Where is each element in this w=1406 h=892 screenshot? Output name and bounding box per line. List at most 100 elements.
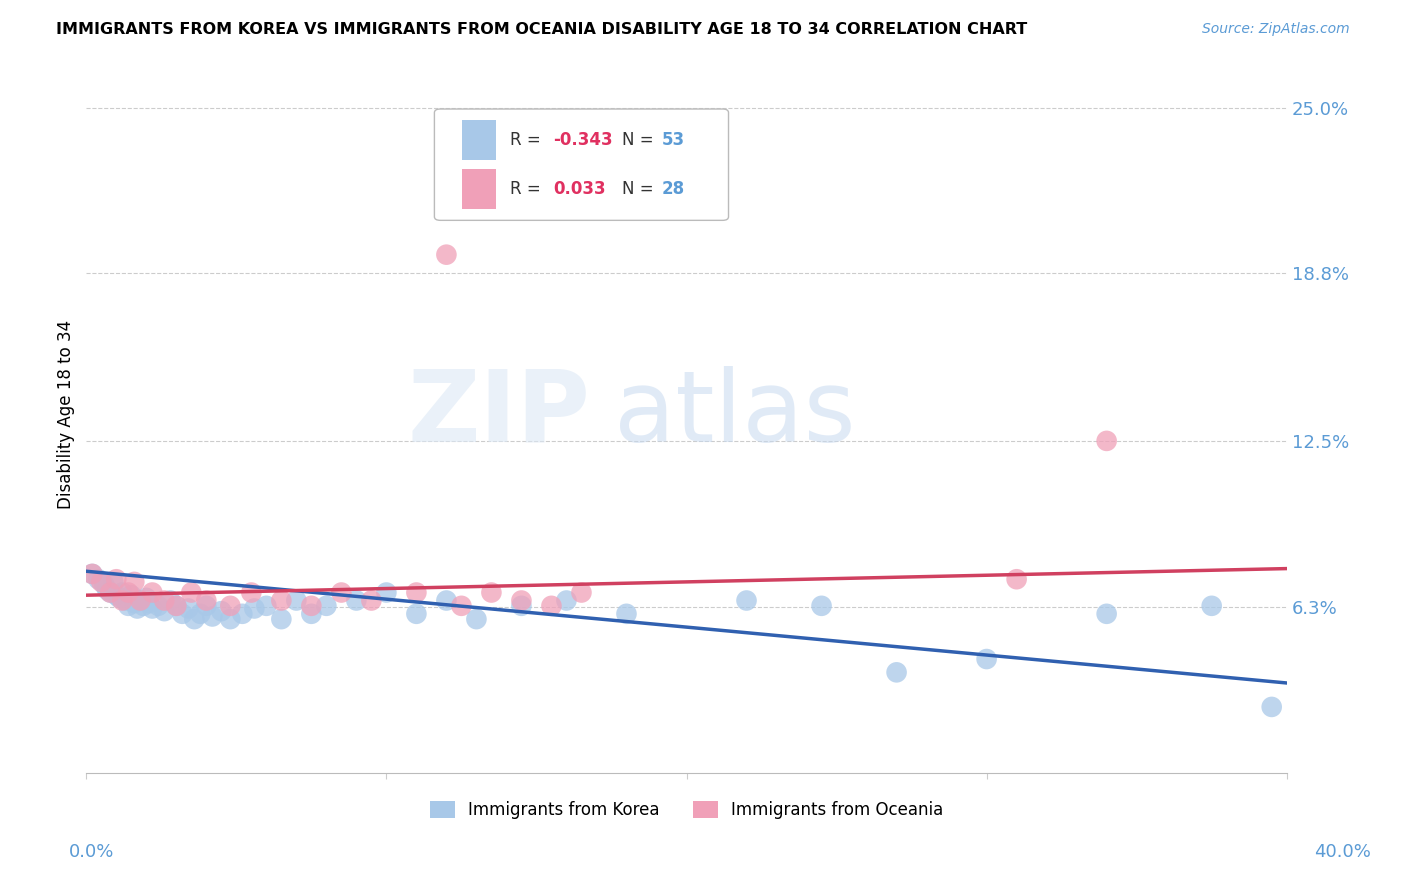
Point xyxy=(153,593,176,607)
Point xyxy=(344,593,367,607)
Point xyxy=(886,665,908,680)
Point xyxy=(82,566,104,581)
Point xyxy=(180,585,202,599)
Text: Source: ZipAtlas.com: Source: ZipAtlas.com xyxy=(1202,22,1350,37)
Point xyxy=(810,599,832,613)
Point xyxy=(114,593,136,607)
Text: atlas: atlas xyxy=(614,366,856,463)
Point xyxy=(209,604,232,618)
Point xyxy=(976,652,998,666)
Point xyxy=(201,609,224,624)
Point xyxy=(138,596,160,610)
Point xyxy=(124,574,146,589)
Point xyxy=(436,247,458,261)
Point xyxy=(120,588,142,602)
Point xyxy=(571,585,593,599)
Point xyxy=(111,585,134,599)
Point xyxy=(172,607,194,621)
Point xyxy=(124,596,146,610)
Point xyxy=(240,585,263,599)
Point xyxy=(375,585,398,599)
Point xyxy=(141,585,163,599)
Point xyxy=(103,574,125,589)
Point xyxy=(105,588,128,602)
Point xyxy=(195,599,218,613)
Point xyxy=(405,607,427,621)
Point xyxy=(98,585,121,599)
Point xyxy=(219,599,242,613)
Point xyxy=(148,599,170,613)
Point xyxy=(165,599,187,613)
Legend: Immigrants from Korea, Immigrants from Oceania: Immigrants from Korea, Immigrants from O… xyxy=(423,795,950,826)
Point xyxy=(183,612,205,626)
Point xyxy=(129,593,152,607)
Point xyxy=(555,593,578,607)
Point xyxy=(105,572,128,586)
Point xyxy=(1095,607,1118,621)
Point xyxy=(285,593,308,607)
Point xyxy=(481,585,503,599)
Bar xyxy=(463,120,496,160)
Point xyxy=(93,577,115,591)
Point xyxy=(1201,599,1223,613)
Text: 0.0%: 0.0% xyxy=(69,843,114,861)
Bar xyxy=(463,169,496,209)
Text: IMMIGRANTS FROM KOREA VS IMMIGRANTS FROM OCEANIA DISABILITY AGE 18 TO 34 CORRELA: IMMIGRANTS FROM KOREA VS IMMIGRANTS FROM… xyxy=(56,22,1028,37)
Point xyxy=(299,599,322,613)
Point xyxy=(117,585,139,599)
Point xyxy=(159,593,181,607)
Point xyxy=(405,585,427,599)
Point xyxy=(510,593,533,607)
Point xyxy=(165,599,187,613)
Point xyxy=(129,593,152,607)
Point xyxy=(1260,700,1282,714)
Point xyxy=(82,566,104,581)
Point xyxy=(127,601,149,615)
FancyBboxPatch shape xyxy=(434,109,728,220)
Point xyxy=(254,599,277,613)
Text: R =: R = xyxy=(510,179,546,197)
Text: 53: 53 xyxy=(661,130,685,149)
Point xyxy=(117,599,139,613)
Point xyxy=(87,572,110,586)
Text: 40.0%: 40.0% xyxy=(1315,843,1371,861)
Point xyxy=(299,607,322,621)
Point xyxy=(540,599,562,613)
Point xyxy=(330,585,353,599)
Point xyxy=(135,591,157,605)
Text: ZIP: ZIP xyxy=(408,366,591,463)
Point xyxy=(153,604,176,618)
Point xyxy=(243,601,266,615)
Point xyxy=(270,612,292,626)
Text: R =: R = xyxy=(510,130,546,149)
Point xyxy=(111,593,134,607)
Text: N =: N = xyxy=(621,179,658,197)
Text: -0.343: -0.343 xyxy=(553,130,613,149)
Point xyxy=(510,599,533,613)
Point xyxy=(1005,572,1028,586)
Text: N =: N = xyxy=(621,130,658,149)
Text: 0.033: 0.033 xyxy=(553,179,606,197)
Point xyxy=(188,607,211,621)
Point xyxy=(177,601,200,615)
Point xyxy=(108,591,131,605)
Y-axis label: Disability Age 18 to 34: Disability Age 18 to 34 xyxy=(58,319,75,508)
Point xyxy=(195,593,218,607)
Point xyxy=(132,599,155,613)
Point xyxy=(231,607,253,621)
Point xyxy=(270,593,292,607)
Point xyxy=(450,599,472,613)
Point xyxy=(436,593,458,607)
Point xyxy=(360,593,382,607)
Point xyxy=(465,612,488,626)
Point xyxy=(315,599,337,613)
Text: 28: 28 xyxy=(661,179,685,197)
Point xyxy=(96,582,118,597)
Point xyxy=(219,612,242,626)
Point xyxy=(616,607,638,621)
Point xyxy=(98,585,121,599)
Point xyxy=(90,574,112,589)
Point xyxy=(735,593,758,607)
Point xyxy=(1095,434,1118,448)
Point xyxy=(141,601,163,615)
